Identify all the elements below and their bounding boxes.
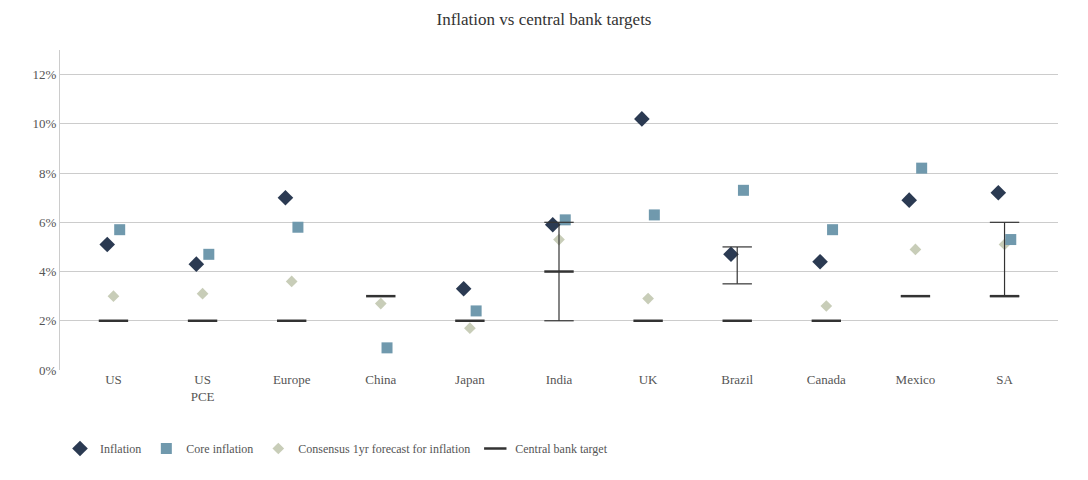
svg-text:10%: 10% <box>33 116 57 131</box>
svg-text:India: India <box>546 372 573 387</box>
svg-text:Canada: Canada <box>807 372 846 387</box>
svg-text:Consensus 1yr forecast for inf: Consensus 1yr forecast for inflation <box>298 442 470 456</box>
svg-text:8%: 8% <box>39 166 57 181</box>
svg-text:Brazil: Brazil <box>721 372 753 387</box>
svg-text:SA: SA <box>996 372 1013 387</box>
svg-text:UK: UK <box>639 372 658 387</box>
svg-text:Europe: Europe <box>273 372 311 387</box>
svg-text:0%: 0% <box>39 363 57 378</box>
svg-text:Central bank target: Central bank target <box>515 442 607 456</box>
svg-text:2%: 2% <box>39 313 57 328</box>
svg-text:Mexico: Mexico <box>896 372 936 387</box>
svg-text:Core inflation: Core inflation <box>186 442 253 456</box>
svg-text:Inflation: Inflation <box>100 442 141 456</box>
svg-text:USPCE: USPCE <box>191 372 215 404</box>
svg-text:4%: 4% <box>39 264 57 279</box>
svg-text:China: China <box>365 372 396 387</box>
svg-text:Inflation vs central bank targ: Inflation vs central bank targets <box>437 10 652 29</box>
svg-text:12%: 12% <box>33 67 57 82</box>
svg-text:Japan: Japan <box>455 372 485 387</box>
svg-text:US: US <box>105 372 122 387</box>
svg-text:6%: 6% <box>39 215 57 230</box>
